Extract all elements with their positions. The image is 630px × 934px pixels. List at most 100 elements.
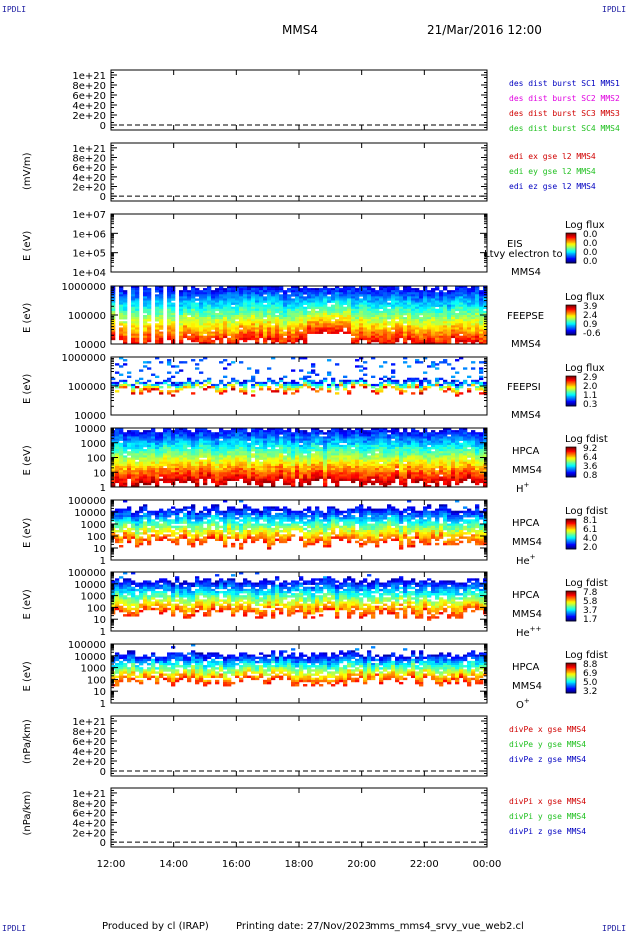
heatmap-cell	[383, 434, 388, 437]
heatmap-cell	[375, 325, 380, 328]
heatmap-cell	[199, 337, 204, 341]
heatmap-cell	[203, 383, 208, 387]
heatmap-cell	[311, 319, 316, 322]
heatmap-cell	[387, 478, 392, 481]
heatmap-cell	[303, 449, 308, 452]
heatmap-cell	[151, 436, 156, 439]
heatmap-cell	[131, 463, 136, 467]
heatmap-cell	[163, 474, 168, 477]
heatmap-cell	[167, 361, 172, 364]
heatmap-cell	[379, 381, 384, 385]
heatmap-cell	[403, 333, 408, 337]
heatmap-cell	[379, 323, 384, 326]
heatmap-cell	[443, 317, 448, 320]
heatmap-cell	[323, 468, 328, 471]
heatmap-cell	[291, 455, 296, 458]
heatmap-cell	[323, 457, 328, 460]
heatmap-cell	[351, 379, 356, 383]
heatmap-cell	[431, 296, 436, 299]
heatmap-cell	[211, 300, 216, 303]
heatmap-cell	[475, 315, 480, 318]
heatmap-cell	[395, 290, 400, 293]
heatmap-cell	[139, 453, 144, 456]
heatmap-cell	[247, 319, 252, 322]
heatmap-cell	[355, 300, 360, 303]
heatmap-cell	[343, 449, 348, 452]
heatmap-cell	[403, 341, 408, 345]
heatmap-cell	[479, 381, 484, 385]
heatmap-cell	[247, 472, 252, 475]
heatmap-cell	[375, 323, 380, 326]
heatmap-cell	[431, 339, 436, 343]
heatmap-cell	[231, 438, 236, 441]
heatmap-cell	[363, 335, 368, 339]
heatmap-cell	[231, 470, 236, 473]
heatmap-cell	[383, 463, 388, 467]
heatmap-cell	[239, 472, 244, 475]
heatmap-cell	[295, 321, 300, 324]
heatmap-cell	[243, 335, 248, 339]
heatmap-cell	[279, 457, 284, 460]
heatmap-cell	[471, 310, 476, 314]
heatmap-cell	[355, 444, 360, 448]
heatmap-cell	[283, 438, 288, 441]
heatmap-cell	[115, 459, 120, 463]
heatmap-cell	[475, 321, 480, 324]
heatmap-cell	[171, 288, 176, 291]
heatmap-cell	[311, 444, 316, 448]
heatmap-cell	[171, 468, 176, 471]
heatmap-cell	[195, 315, 200, 318]
heatmap-cell	[195, 428, 200, 431]
heatmap-cell	[183, 323, 188, 326]
heatmap-cell	[375, 457, 380, 460]
heatmap-cell	[255, 434, 260, 437]
heatmap-cell	[399, 304, 404, 308]
heatmap-cell	[143, 434, 148, 437]
heatmap-cell	[347, 455, 352, 458]
heatmap-cell	[235, 331, 240, 334]
heatmap-cell	[199, 444, 204, 448]
heatmap-cell	[323, 472, 328, 475]
heatmap-cell	[259, 440, 264, 444]
heatmap-cell	[455, 312, 460, 316]
heatmap-cell	[235, 430, 240, 433]
heatmap-cell	[147, 465, 152, 469]
heatmap-cell	[315, 457, 320, 460]
heatmap-cell	[483, 331, 488, 334]
heatmap-cell	[255, 329, 260, 332]
heatmap-cell	[183, 436, 188, 439]
heatmap-cell	[375, 428, 380, 431]
heatmap-cell	[111, 482, 116, 486]
heatmap-cell	[179, 339, 184, 343]
heatmap-cell	[279, 428, 284, 431]
heatmap-cell	[275, 388, 280, 391]
heatmap-cell	[335, 444, 340, 448]
heatmap-cell	[291, 369, 296, 372]
heatmap-cell	[367, 294, 372, 297]
heatmap-cell	[243, 476, 248, 479]
heatmap-cell	[375, 331, 380, 334]
heatmap-cell	[195, 432, 200, 435]
heatmap-cell	[247, 453, 252, 456]
heatmap-cell	[287, 478, 292, 481]
heatmap-cell	[203, 296, 208, 299]
heatmap-cell	[339, 434, 344, 437]
heatmap-cell	[307, 381, 312, 385]
heatmap-cell	[263, 325, 268, 328]
heatmap-cell	[199, 449, 204, 452]
heatmap-cell	[355, 323, 360, 326]
heatmap-cell	[143, 463, 148, 467]
heatmap-cell	[215, 440, 220, 444]
heatmap-cell	[335, 451, 340, 454]
heatmap-cell	[311, 476, 316, 479]
heatmap-cell	[219, 457, 224, 460]
heatmap-cell	[179, 381, 184, 385]
heatmap-cell	[179, 308, 184, 312]
heatmap-cell	[439, 333, 444, 337]
heatmap-cell	[387, 337, 392, 341]
heatmap-cell	[427, 365, 432, 368]
heatmap-cell	[131, 444, 136, 448]
heatmap-cell	[415, 296, 420, 299]
heatmap-cell	[123, 457, 128, 460]
heatmap-cell	[227, 302, 232, 305]
